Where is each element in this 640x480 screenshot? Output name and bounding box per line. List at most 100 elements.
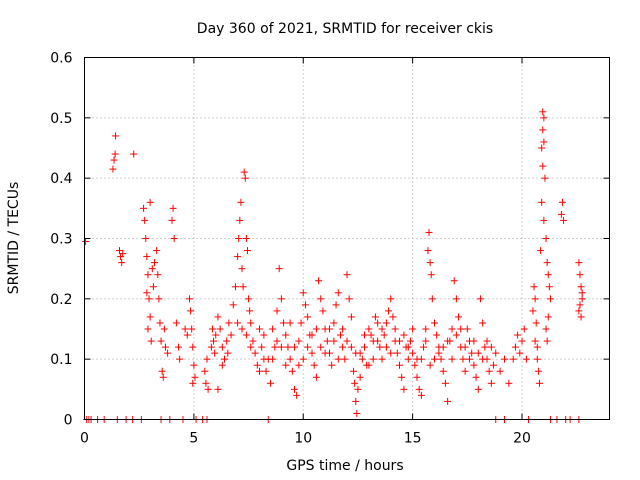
data-point — [293, 391, 301, 399]
data-point — [221, 355, 228, 363]
data-point — [459, 355, 467, 363]
data-point — [472, 373, 480, 381]
data-point — [235, 235, 243, 242]
data-point — [144, 271, 152, 279]
data-point — [247, 319, 255, 327]
data-point — [431, 319, 438, 327]
data-point — [474, 385, 482, 393]
data-point — [448, 325, 456, 333]
data-point — [544, 271, 552, 279]
y-axis-label: SRMTID / TECUs — [6, 182, 22, 295]
data-point — [490, 361, 498, 369]
data-point — [330, 337, 338, 345]
data-point — [214, 313, 222, 321]
data-point — [187, 307, 195, 315]
data-point — [487, 379, 495, 387]
data-point — [511, 343, 519, 351]
data-point — [361, 343, 368, 351]
data-point — [417, 391, 425, 399]
data-point — [444, 397, 452, 405]
data-point — [409, 325, 417, 333]
data-point — [382, 343, 390, 351]
data-point — [332, 301, 340, 309]
data-point — [422, 325, 430, 333]
data-point — [398, 373, 406, 381]
data-point — [422, 337, 430, 345]
x-axis-label: GPS time / hours — [286, 458, 403, 474]
data-point — [382, 319, 390, 327]
data-point — [189, 379, 197, 387]
data-point — [396, 361, 403, 369]
data-point — [427, 271, 435, 279]
data-point — [479, 319, 487, 327]
data-point — [161, 343, 169, 351]
data-point — [365, 361, 373, 369]
data-point — [530, 283, 538, 291]
data-point — [155, 295, 163, 303]
data-point — [441, 379, 449, 387]
y-tick-label: 0.6 — [50, 51, 72, 67]
data-point — [544, 313, 552, 321]
data-point — [164, 349, 172, 357]
data-point — [211, 349, 219, 357]
data-point — [522, 355, 530, 363]
data-point — [356, 373, 364, 381]
data-point — [216, 325, 224, 333]
data-point — [253, 361, 261, 369]
data-point — [299, 289, 307, 297]
data-point — [385, 307, 393, 315]
data-point — [140, 204, 148, 212]
data-point — [218, 361, 226, 369]
data-point — [277, 343, 285, 351]
data-point — [258, 343, 266, 351]
data-point — [266, 379, 274, 387]
data-point — [141, 216, 149, 224]
x-tick-label: 0 — [80, 431, 89, 447]
data-point — [273, 307, 281, 315]
data-point — [186, 295, 193, 303]
data-point — [387, 349, 395, 357]
data-point — [241, 174, 249, 182]
data-point — [223, 337, 231, 345]
data-point — [369, 355, 377, 363]
data-point — [393, 349, 401, 357]
data-point — [238, 265, 246, 273]
data-point — [291, 385, 298, 393]
data-point — [374, 337, 382, 345]
data-point — [212, 331, 220, 339]
data-point — [509, 355, 517, 363]
data-point — [334, 355, 342, 363]
data-point — [321, 349, 329, 357]
data-point — [260, 331, 268, 339]
data-point — [476, 295, 484, 303]
data-point — [452, 295, 460, 303]
data-point — [343, 337, 351, 345]
data-point — [540, 114, 548, 122]
data-point — [148, 265, 156, 273]
data-point — [470, 361, 478, 369]
data-point — [224, 349, 232, 357]
data-point — [234, 253, 242, 261]
data-point — [238, 325, 246, 333]
data-point — [308, 331, 316, 339]
data-point — [181, 325, 189, 333]
data-point — [312, 373, 320, 381]
data-point — [242, 331, 250, 339]
data-point — [317, 343, 325, 351]
data-point — [577, 313, 585, 321]
data-point — [153, 247, 161, 255]
data-point — [435, 349, 443, 357]
data-point — [297, 319, 305, 327]
data-point — [479, 355, 487, 363]
data-point — [236, 216, 244, 224]
data-point — [231, 283, 239, 291]
data-point — [575, 259, 583, 267]
data-point — [273, 337, 281, 345]
data-point — [188, 325, 196, 333]
data-point — [243, 247, 251, 255]
data-point — [354, 385, 362, 393]
data-point — [271, 343, 279, 351]
data-point — [109, 165, 117, 173]
data-point — [149, 283, 157, 291]
